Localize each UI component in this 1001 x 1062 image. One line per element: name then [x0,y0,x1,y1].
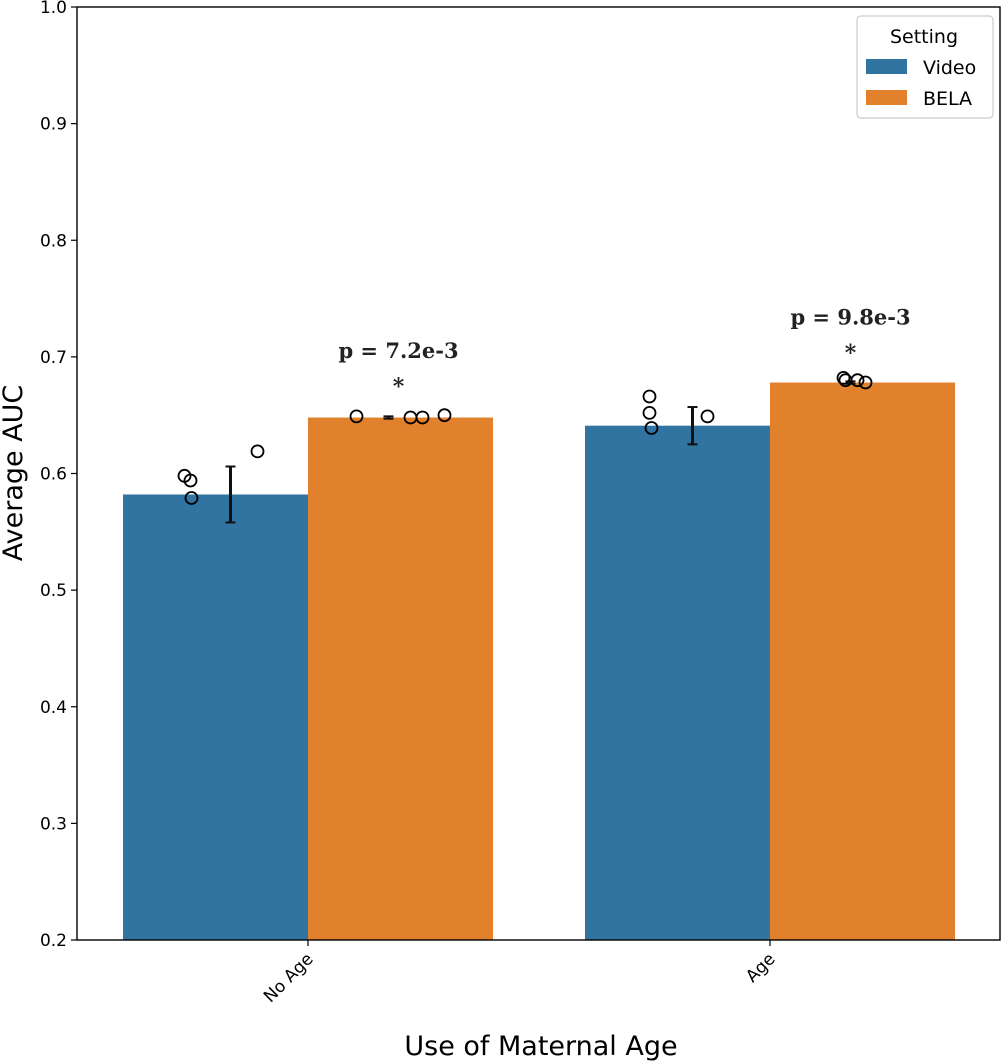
bar-video-no-age [123,494,308,940]
y-tick-label-0-9: 0.9 [40,115,67,135]
data-point-video-age-1 [642,389,657,404]
y-tick-label-0-3: 0.3 [40,814,67,834]
legend-title: Setting [890,26,958,48]
plot-frame [76,6,1001,941]
p-value-label-no-age: p = 7.2e-3 [338,338,458,363]
y-tick-label-1-0: 1.0 [40,0,67,18]
data-point-bela-no-age-1 [349,409,364,424]
data-point-video-no-age-3 [184,491,199,505]
bar-bela-no-age [308,417,493,940]
data-point-video-age-3 [644,421,659,435]
significance-star-age: * [845,340,857,366]
significance-star-no-age: * [393,374,405,400]
bars-layer [123,380,955,941]
y-tick-label-0-6: 0.6 [40,465,67,485]
annotations-layer: * p = 7.2e-3 * p = 9.8e-3 [338,304,910,400]
data-point-bela-age-3 [850,373,865,388]
y-tick-label-0-4: 0.4 [40,698,67,718]
x-tick-label-age: Age [742,949,779,986]
data-point-bela-no-age-4 [437,408,452,423]
data-point-video-no-age-4 [250,444,265,459]
y-axis-title: Average AUC [0,385,29,562]
points-layer [177,370,873,505]
data-point-video-age-4 [700,409,715,424]
data-point-video-no-age-2 [183,473,198,488]
bar-video-age [585,425,770,941]
y-tick-label-0-5: 0.5 [40,581,67,601]
y-tick-label-0-7: 0.7 [40,348,67,368]
x-tick-label-no-age: No Age [260,949,318,1007]
legend-swatch-bela [866,90,907,105]
bar-bela-age [770,382,955,941]
data-point-video-age-2 [642,405,657,420]
legend-label-video: Video [923,57,976,79]
data-point-bela-age-1 [836,370,851,385]
x-axis-title: Use of Maternal Age [404,1031,677,1062]
legend: Setting Video BELA [856,15,994,119]
data-point-bela-age-4 [858,375,873,390]
data-point-bela-no-age-3 [415,410,430,425]
y-tick-label-0-2: 0.2 [40,931,67,951]
legend-swatch-video [866,59,907,74]
legend-label-bela: BELA [923,88,972,110]
p-value-label-age: p = 9.8e-3 [790,304,910,329]
y-tick-label-0-8: 0.8 [40,231,67,251]
